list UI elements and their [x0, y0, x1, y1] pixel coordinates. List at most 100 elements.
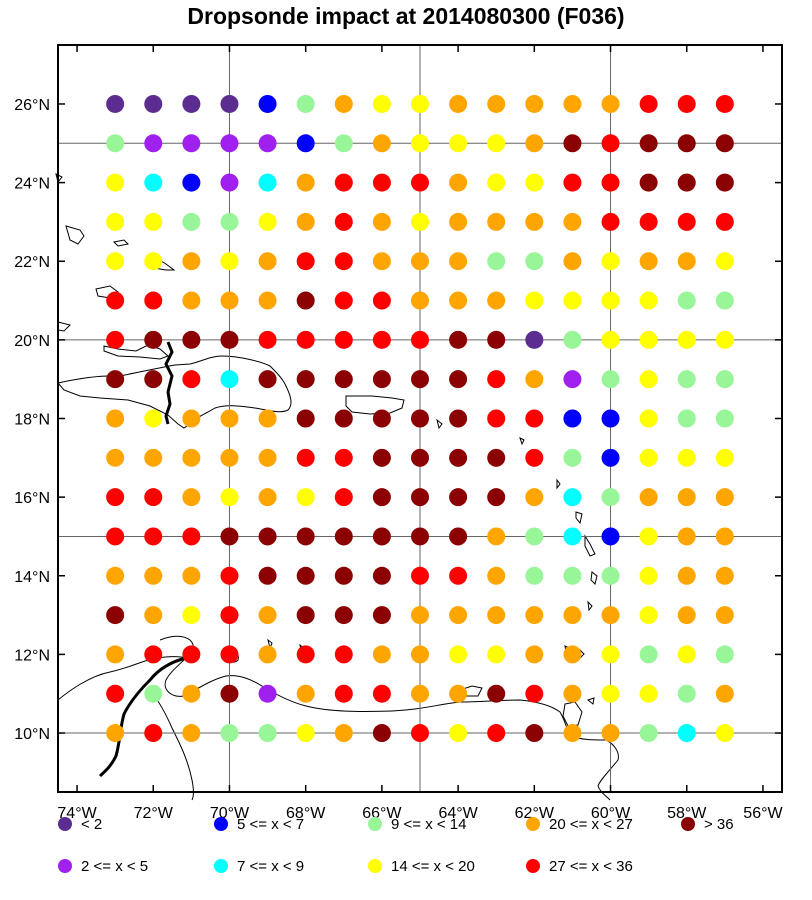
legend-swatch — [368, 859, 382, 873]
impact-dot — [601, 724, 620, 743]
impact-dot — [334, 94, 353, 113]
impact-dot — [677, 330, 696, 349]
impact-dot — [334, 488, 353, 507]
impact-dot — [449, 330, 468, 349]
impact-dot — [258, 645, 277, 664]
impact-dot — [677, 527, 696, 546]
legend-label: 5 <= x < 7 — [237, 816, 304, 833]
impact-dot — [487, 173, 506, 192]
legend-label: 14 <= x < 20 — [391, 858, 475, 875]
impact-dot — [144, 527, 163, 546]
impact-dot — [144, 173, 163, 192]
legend-swatch — [526, 817, 540, 831]
impact-dot — [449, 134, 468, 153]
impact-dot — [182, 252, 201, 271]
impact-dot — [106, 409, 125, 428]
impact-dot — [258, 252, 277, 271]
impact-dot — [144, 488, 163, 507]
impact-dot — [182, 448, 201, 467]
impact-dot — [563, 409, 582, 428]
impact-dot — [639, 94, 658, 113]
impact-dot — [715, 252, 734, 271]
impact-dot — [258, 566, 277, 585]
impact-dot — [182, 409, 201, 428]
impact-dot — [334, 173, 353, 192]
impact-dot — [182, 645, 201, 664]
impact-dot — [563, 291, 582, 310]
impact-dot — [487, 212, 506, 231]
impact-dot — [715, 488, 734, 507]
impact-dot — [258, 212, 277, 231]
impact-dot — [372, 527, 391, 546]
impact-dot — [601, 94, 620, 113]
impact-dot — [296, 370, 315, 389]
impact-dot — [677, 370, 696, 389]
impact-dot — [487, 94, 506, 113]
impact-dot — [334, 409, 353, 428]
impact-dot — [182, 94, 201, 113]
impact-dot — [601, 566, 620, 585]
impact-dot — [144, 212, 163, 231]
legend-swatch — [214, 859, 228, 873]
impact-dot — [715, 724, 734, 743]
impact-dot — [258, 370, 277, 389]
impact-dot — [677, 645, 696, 664]
impact-dot — [220, 645, 239, 664]
impact-dot — [639, 134, 658, 153]
impact-dot — [525, 212, 544, 231]
impact-dot — [144, 606, 163, 625]
impact-dot — [372, 645, 391, 664]
impact-dot — [715, 448, 734, 467]
impact-dot — [677, 173, 696, 192]
impact-dot — [411, 448, 429, 467]
impact-dot — [182, 724, 201, 743]
impact-dot — [372, 488, 391, 507]
impact-dot — [411, 527, 429, 546]
impact-dot — [106, 684, 125, 703]
lat-tick-label: 24°N — [14, 176, 50, 193]
impact-dot — [601, 212, 620, 231]
impact-dot — [220, 527, 239, 546]
legend-swatch — [368, 817, 382, 831]
impact-dot — [372, 173, 391, 192]
impact-dot — [563, 724, 582, 743]
impact-dot — [487, 566, 506, 585]
impact-dot — [487, 527, 506, 546]
impact-dot — [639, 448, 658, 467]
impact-dot — [372, 606, 391, 625]
legend-label: < 2 — [81, 816, 102, 833]
impact-dot — [563, 94, 582, 113]
impact-dot — [411, 212, 429, 231]
impact-dot — [411, 606, 429, 625]
impact-dot — [563, 330, 582, 349]
impact-dot — [411, 645, 429, 664]
impact-dot — [715, 330, 734, 349]
impact-dot — [563, 606, 582, 625]
impact-dot — [296, 94, 315, 113]
impact-dot — [525, 566, 544, 585]
impact-dot — [449, 448, 468, 467]
impact-dot — [411, 252, 429, 271]
impact-dot — [449, 173, 468, 192]
impact-markers — [106, 94, 734, 743]
impact-dot — [372, 291, 391, 310]
impact-dot — [525, 252, 544, 271]
legend-swatch — [214, 817, 228, 831]
impact-dot — [601, 330, 620, 349]
impact-dot — [487, 684, 506, 703]
impact-dot — [715, 212, 734, 231]
impact-dot — [372, 330, 391, 349]
impact-dot — [487, 409, 506, 428]
legend-swatch — [526, 859, 540, 873]
legend-label: 2 <= x < 5 — [81, 858, 148, 875]
legend-label: 7 <= x < 9 — [237, 858, 304, 875]
impact-dot — [487, 252, 506, 271]
impact-dot — [525, 488, 544, 507]
impact-dot — [334, 684, 353, 703]
impact-dot — [372, 566, 391, 585]
impact-dot — [677, 252, 696, 271]
impact-dot — [296, 212, 315, 231]
impact-dot — [220, 488, 239, 507]
impact-dot — [106, 212, 125, 231]
impact-dot — [563, 527, 582, 546]
